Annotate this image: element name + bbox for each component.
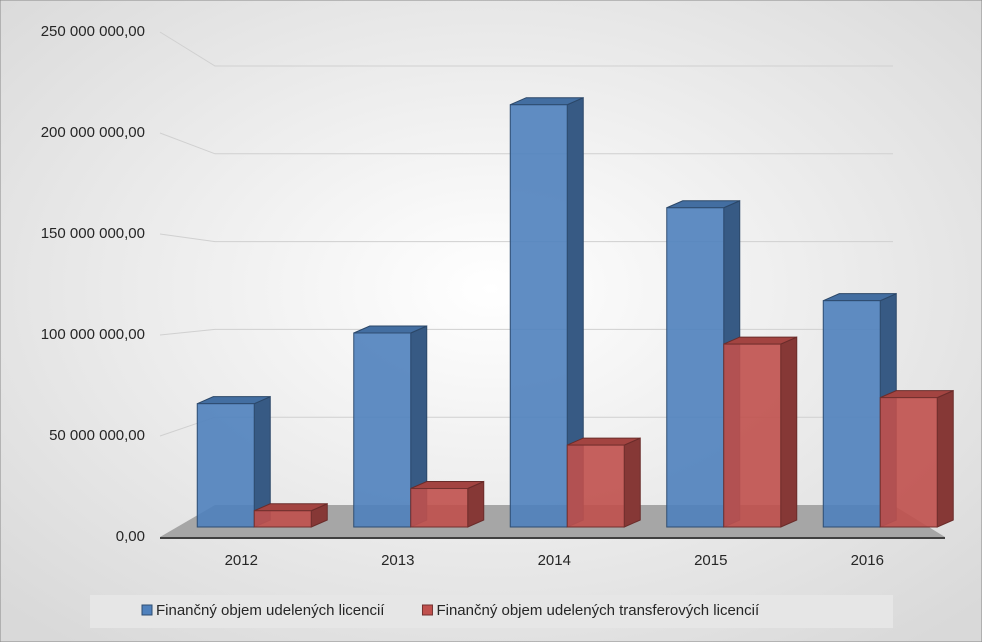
x-tick-label: 2012: [225, 552, 258, 569]
bar-front: [879, 397, 938, 528]
bar: [253, 502, 328, 528]
y-tick-label: 0,00: [116, 528, 145, 545]
x-tick-label: 2015: [694, 552, 727, 569]
legend-label: Finančný objem udelených transferových l…: [436, 602, 759, 619]
y-tick-label: 100 000 000,00: [41, 326, 145, 343]
y-tick-label: 250 000 000,00: [41, 23, 145, 40]
bar: [723, 336, 798, 528]
bar-side: [936, 389, 954, 528]
bar: [410, 480, 485, 528]
y-tick-label: 200 000 000,00: [41, 124, 145, 141]
bar-front: [566, 444, 625, 528]
bar-front: [410, 488, 469, 528]
legend-box: [90, 595, 893, 628]
x-tick-label: 2014: [538, 552, 571, 569]
bar: [566, 437, 641, 528]
bar-front: [196, 403, 255, 528]
x-tick-label: 2016: [851, 552, 884, 569]
bar-front: [509, 104, 568, 528]
bar-front: [666, 207, 725, 528]
bar: [196, 395, 271, 528]
y-tick-label: 150 000 000,00: [41, 225, 145, 242]
bar-front: [253, 510, 312, 528]
grid-line: [159, 31, 893, 67]
bar-front: [353, 332, 412, 528]
bar-side: [780, 336, 798, 528]
x-tick-label: 2013: [381, 552, 414, 569]
bar: [879, 389, 954, 528]
bar-front: [822, 300, 881, 528]
legend-swatch: [421, 604, 433, 616]
grid-line: [159, 132, 893, 155]
legend-label: Finančný objem udelených licencií: [156, 602, 385, 619]
bar-front: [723, 343, 782, 528]
bar-side: [467, 480, 485, 528]
bar: [509, 96, 584, 528]
bar: [353, 325, 428, 528]
bar-side: [623, 437, 641, 528]
y-tick-label: 50 000 000,00: [49, 427, 145, 444]
legend-swatch: [141, 604, 153, 616]
